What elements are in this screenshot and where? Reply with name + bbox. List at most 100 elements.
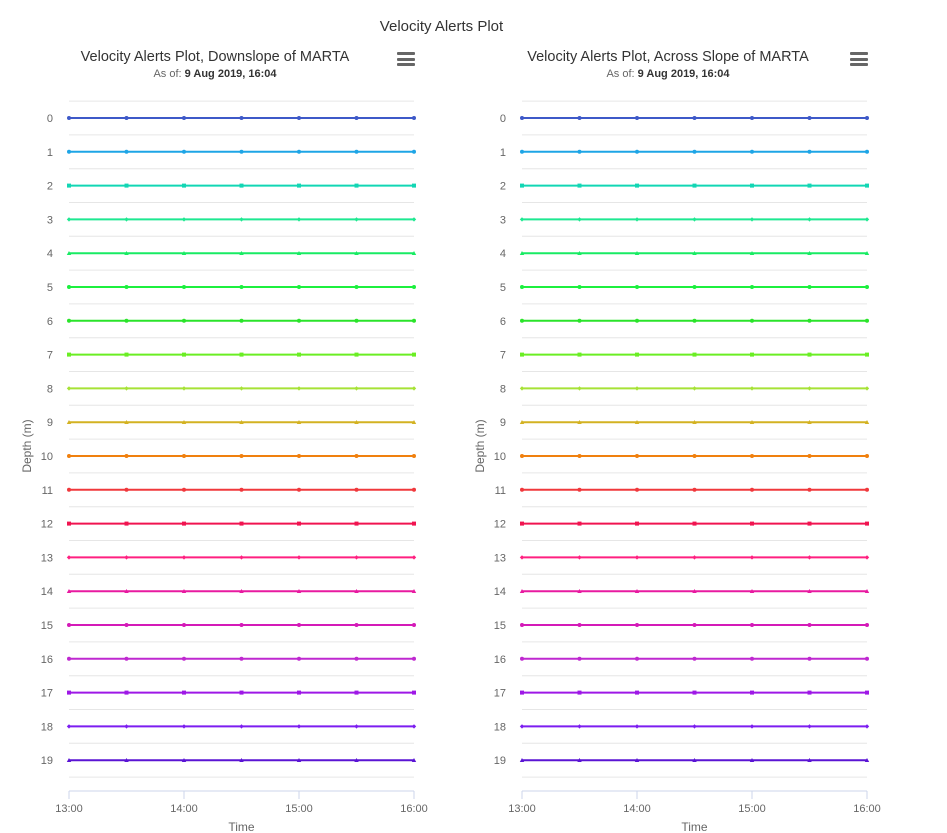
data-point[interactable] xyxy=(749,555,755,560)
data-point[interactable] xyxy=(182,116,186,120)
data-point[interactable] xyxy=(239,724,244,729)
data-point[interactable] xyxy=(865,521,869,526)
data-point[interactable] xyxy=(67,656,71,661)
data-point[interactable] xyxy=(750,623,754,627)
data-point[interactable] xyxy=(297,487,301,492)
data-point[interactable] xyxy=(577,724,582,729)
data-point[interactable] xyxy=(692,183,697,188)
data-point[interactable] xyxy=(807,285,812,289)
data-point[interactable] xyxy=(412,149,416,154)
data-point[interactable] xyxy=(354,386,359,391)
hamburger-menu-icon[interactable] xyxy=(397,52,415,66)
data-point[interactable] xyxy=(865,690,869,695)
data-point[interactable] xyxy=(807,318,812,323)
data-point[interactable] xyxy=(749,589,755,593)
data-point[interactable] xyxy=(181,217,187,222)
data-point[interactable] xyxy=(182,318,186,323)
data-point[interactable] xyxy=(354,724,359,729)
data-point[interactable] xyxy=(182,690,186,695)
data-point[interactable] xyxy=(692,555,697,560)
data-point[interactable] xyxy=(692,487,697,492)
data-point[interactable] xyxy=(354,454,359,458)
data-point[interactable] xyxy=(67,487,71,492)
data-point[interactable] xyxy=(807,724,812,729)
data-point[interactable] xyxy=(182,623,186,627)
data-point[interactable] xyxy=(124,183,129,188)
data-point[interactable] xyxy=(864,589,870,593)
data-point[interactable] xyxy=(239,318,244,323)
data-point[interactable] xyxy=(519,386,525,391)
data-point[interactable] xyxy=(749,420,755,424)
data-point[interactable] xyxy=(750,656,754,661)
data-point[interactable] xyxy=(807,116,812,120)
data-point[interactable] xyxy=(634,386,640,391)
data-point[interactable] xyxy=(67,149,71,154)
data-point[interactable] xyxy=(577,656,582,661)
data-point[interactable] xyxy=(750,183,754,188)
data-point[interactable] xyxy=(634,724,640,729)
data-point[interactable] xyxy=(634,758,640,762)
data-point[interactable] xyxy=(634,251,640,255)
data-point[interactable] xyxy=(577,251,582,255)
data-point[interactable] xyxy=(807,454,812,458)
data-point[interactable] xyxy=(692,656,697,661)
data-point[interactable] xyxy=(635,454,639,458)
data-point[interactable] xyxy=(865,454,869,458)
data-point[interactable] xyxy=(577,352,582,357)
data-point[interactable] xyxy=(577,183,582,188)
data-point[interactable] xyxy=(750,285,754,289)
data-point[interactable] xyxy=(239,116,244,120)
hamburger-menu-icon[interactable] xyxy=(850,52,868,66)
data-point[interactable] xyxy=(239,149,244,154)
data-point[interactable] xyxy=(520,352,524,357)
data-point[interactable] xyxy=(182,285,186,289)
data-point[interactable] xyxy=(354,623,359,627)
data-point[interactable] xyxy=(354,555,359,560)
data-point[interactable] xyxy=(750,318,754,323)
data-point[interactable] xyxy=(864,420,870,424)
data-point[interactable] xyxy=(577,589,582,593)
data-point[interactable] xyxy=(354,318,359,323)
data-point[interactable] xyxy=(124,149,129,154)
data-point[interactable] xyxy=(124,318,129,323)
data-point[interactable] xyxy=(520,285,524,289)
data-point[interactable] xyxy=(354,690,359,695)
data-point[interactable] xyxy=(807,183,812,188)
data-point[interactable] xyxy=(239,352,244,357)
data-point[interactable] xyxy=(66,758,72,762)
data-point[interactable] xyxy=(634,555,640,560)
data-point[interactable] xyxy=(296,589,302,593)
data-point[interactable] xyxy=(750,352,754,357)
data-point[interactable] xyxy=(577,116,582,120)
data-point[interactable] xyxy=(692,623,697,627)
data-point[interactable] xyxy=(635,318,639,323)
data-point[interactable] xyxy=(239,454,244,458)
data-point[interactable] xyxy=(412,690,416,695)
data-point[interactable] xyxy=(577,487,582,492)
data-point[interactable] xyxy=(412,454,416,458)
data-point[interactable] xyxy=(67,521,71,526)
data-point[interactable] xyxy=(296,420,302,424)
data-point[interactable] xyxy=(354,656,359,661)
data-point[interactable] xyxy=(692,420,697,424)
data-point[interactable] xyxy=(124,386,129,391)
data-point[interactable] xyxy=(692,149,697,154)
data-point[interactable] xyxy=(577,149,582,154)
data-point[interactable] xyxy=(635,116,639,120)
data-point[interactable] xyxy=(807,352,812,357)
data-point[interactable] xyxy=(412,623,416,627)
data-point[interactable] xyxy=(354,149,359,154)
data-point[interactable] xyxy=(750,521,754,526)
data-point[interactable] xyxy=(354,420,359,424)
data-point[interactable] xyxy=(692,521,697,526)
data-point[interactable] xyxy=(807,251,812,255)
data-point[interactable] xyxy=(635,149,639,154)
data-point[interactable] xyxy=(124,454,129,458)
data-point[interactable] xyxy=(182,454,186,458)
data-point[interactable] xyxy=(182,656,186,661)
data-point[interactable] xyxy=(865,487,869,492)
data-point[interactable] xyxy=(749,386,755,391)
data-point[interactable] xyxy=(124,724,129,729)
data-point[interactable] xyxy=(412,352,416,357)
data-point[interactable] xyxy=(864,758,870,762)
